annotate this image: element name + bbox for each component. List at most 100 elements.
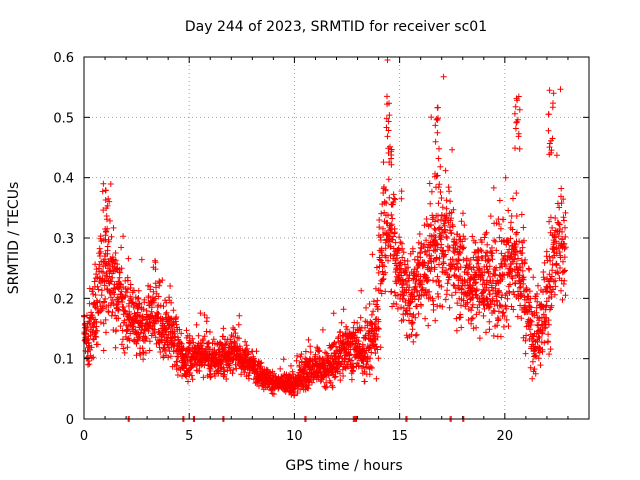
data-point — [423, 292, 430, 299]
data-point — [309, 379, 315, 386]
data-point — [409, 326, 416, 333]
y-tick-label: 0.5 — [53, 111, 74, 126]
data-point — [97, 248, 104, 255]
data-point — [540, 311, 547, 318]
data-point — [487, 213, 494, 220]
data-point — [422, 315, 429, 322]
data-point — [501, 313, 508, 319]
data-point — [338, 319, 345, 326]
data-point — [375, 325, 382, 332]
data-point — [515, 130, 522, 137]
data-point — [422, 248, 429, 255]
data-point — [270, 391, 277, 398]
data-point — [245, 375, 252, 382]
data-point — [428, 252, 435, 259]
data-point — [178, 341, 185, 347]
data-point — [490, 332, 497, 339]
data-point — [204, 314, 210, 321]
data-point — [94, 327, 101, 334]
data-point — [368, 311, 375, 318]
data-point — [447, 198, 454, 205]
data-point — [458, 302, 464, 309]
data-point — [477, 247, 484, 253]
data-point — [100, 347, 107, 354]
data-point — [332, 373, 339, 380]
data-point — [482, 231, 489, 238]
data-point — [388, 155, 395, 162]
data-point — [535, 333, 542, 340]
data-point — [108, 233, 115, 240]
data-point — [546, 218, 553, 225]
data-point — [384, 220, 391, 227]
data-point — [197, 310, 204, 317]
data-point — [460, 245, 466, 252]
data-point — [472, 280, 479, 287]
data-point — [497, 333, 504, 340]
data-point — [388, 161, 395, 168]
y-tick-label: 0.2 — [53, 292, 74, 307]
data-point — [428, 114, 435, 121]
data-point — [558, 200, 565, 207]
data-point — [163, 309, 170, 316]
data-point — [94, 305, 101, 312]
data-point — [457, 273, 463, 280]
data-point — [495, 316, 502, 323]
data-point — [552, 277, 559, 284]
data-point — [370, 308, 377, 315]
data-point — [165, 344, 172, 351]
data-point — [306, 378, 313, 385]
data-point — [442, 296, 449, 303]
data-point — [359, 341, 366, 348]
data-point — [176, 326, 183, 333]
data-point — [374, 297, 381, 304]
data-point — [541, 339, 548, 346]
data-point — [416, 260, 423, 267]
data-point — [500, 216, 507, 223]
data-point — [472, 291, 479, 298]
axis-ticks: 0 5 10 15 20 0 0.1 0.2 0.3 0.4 0.5 0.6 — [53, 51, 589, 444]
data-point — [430, 277, 436, 284]
data-point — [147, 283, 154, 290]
y-tick-label: 0 — [66, 413, 74, 428]
chart-title: Day 244 of 2023, SRMTID for receiver sc0… — [185, 19, 487, 35]
data-point — [418, 302, 425, 309]
data-point — [196, 368, 203, 374]
data-point — [562, 244, 569, 251]
data-point — [548, 302, 555, 309]
data-point — [280, 356, 287, 363]
data-point — [415, 310, 422, 317]
data-point — [150, 299, 157, 306]
data-point — [107, 217, 113, 224]
data-point — [230, 366, 237, 373]
data-point — [505, 207, 512, 214]
data-point — [242, 338, 249, 345]
data-point — [469, 301, 476, 308]
data-point — [479, 255, 486, 261]
data-point — [377, 344, 384, 351]
data-point — [527, 322, 534, 328]
data-point — [170, 307, 177, 314]
data-point — [134, 295, 141, 302]
x-axis-label: GPS time / hours — [285, 458, 402, 474]
data-point — [141, 327, 148, 334]
data-point — [449, 223, 456, 230]
data-point — [552, 283, 559, 290]
data-point — [475, 260, 482, 267]
data-point — [416, 231, 423, 237]
data-point — [440, 260, 447, 267]
data-point — [360, 363, 367, 370]
data-point — [422, 289, 429, 296]
data-point — [384, 133, 391, 140]
data-point — [465, 271, 472, 278]
data-point — [376, 224, 383, 231]
data-point — [515, 93, 522, 100]
data-point — [481, 269, 488, 276]
data-point — [433, 116, 440, 123]
data-point — [413, 331, 420, 338]
data-point — [370, 298, 377, 305]
data-point — [319, 355, 326, 362]
data-point — [480, 312, 487, 319]
data-point — [483, 329, 489, 336]
data-point — [118, 288, 125, 295]
data-point — [367, 363, 374, 370]
